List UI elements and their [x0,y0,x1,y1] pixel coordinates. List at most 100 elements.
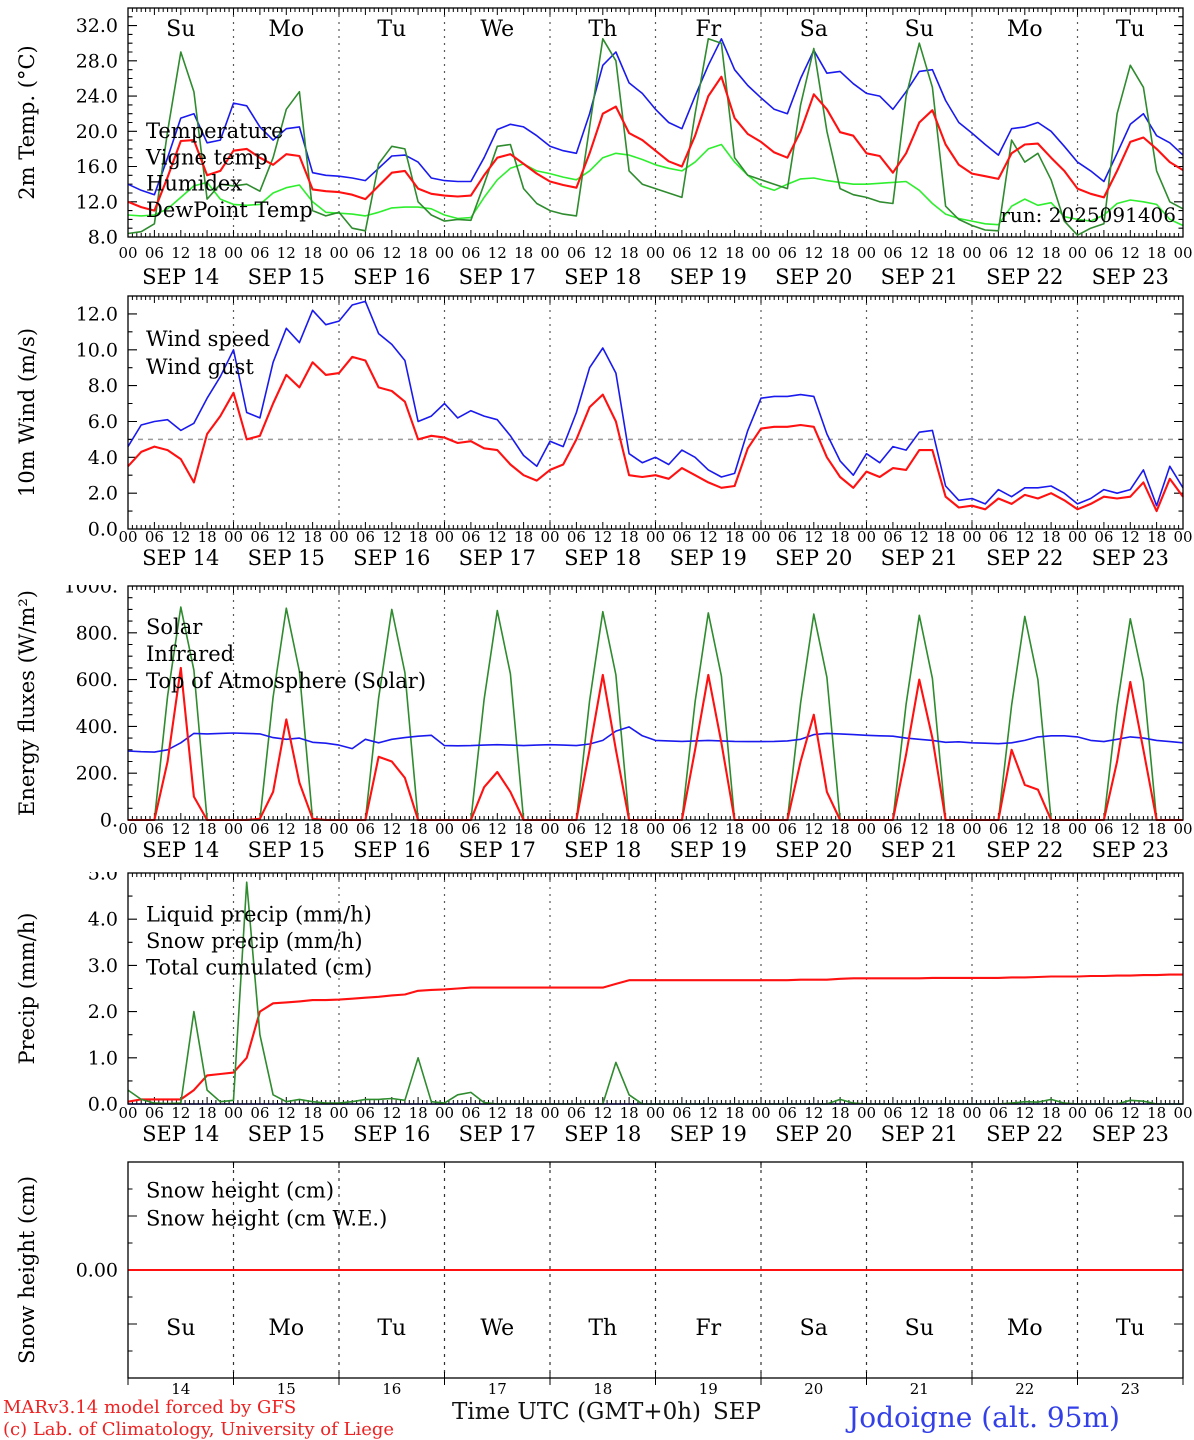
hour-tick-label: 12 [382,1104,401,1122]
legend-temperature: Temperature [146,119,284,143]
hour-tick-label: 18 [198,528,217,546]
hour-tick-label: 06 [145,1104,164,1122]
hour-tick-label: 12 [699,244,718,262]
hour-tick-label: 12 [593,1104,612,1122]
hour-tick-label: 12 [277,528,296,546]
hour-tick-label: 06 [1094,528,1113,546]
hour-tick-label: 00 [962,1104,981,1122]
y-tick-label: 0. [100,810,118,832]
time-axis-month: SEP [713,1399,762,1425]
legend-wind-gust: Wind gust [146,355,254,379]
date-label: SEP 16 [353,838,430,862]
hour-tick-label: 18 [831,528,850,546]
day-number: 15 [277,1380,296,1398]
date-label: SEP 19 [670,1122,747,1146]
date-label: SEP 16 [353,1122,430,1146]
date-label: SEP 14 [142,838,219,862]
legend-snow-height-cm-: Snow height (cm) [146,1179,334,1203]
date-label: SEP 16 [353,546,430,570]
hour-tick-label: 12 [277,244,296,262]
date-label: SEP 17 [459,1122,536,1146]
station-label: Jodoigne (alt. 95m) [848,1401,1120,1434]
time-axis-label: Time UTC (GMT+0h) [452,1399,701,1425]
date-label: SEP 17 [459,546,536,570]
x-axis-title: Time UTC (GMT+0h) SEP [452,1399,761,1425]
credit-line-1: MARv3.14 model forced by GFS [3,1397,297,1418]
y-axis-label: 2m Temp. (°C) [15,45,39,199]
hour-tick-label: 00 [751,820,770,838]
hour-tick-label: 00 [962,528,981,546]
y-tick-label: 28.0 [76,50,118,72]
hour-tick-label: 18 [1147,820,1166,838]
day-number: 19 [699,1380,718,1398]
day-label: Mo [1007,1316,1043,1341]
hour-tick-label: 00 [329,820,348,838]
legend-solar: Solar [146,615,203,639]
hour-tick-label: 06 [461,528,480,546]
day-label: Tu [1116,1316,1145,1341]
hour-tick-label: 06 [567,528,586,546]
hour-tick-label: 06 [672,1104,691,1122]
hour-tick-label: 18 [620,528,639,546]
hour-tick-label: 00 [118,1104,137,1122]
hour-tick-label: 18 [198,820,217,838]
hour-tick-label: 12 [699,1104,718,1122]
legend-dewpoint-temp: DewPoint Temp [146,198,313,222]
energy-flux-panel: 0. 200. 400. 600. 800. 1000. Energy fluxes (W/… [15,585,1193,862]
date-label: SEP 20 [775,1122,852,1146]
date-label: SEP 22 [986,265,1063,289]
date-label: SEP 15 [248,546,325,570]
hour-tick-label: 00 [540,1104,559,1122]
hour-tick-label: 00 [1173,244,1192,262]
y-tick-label: 3.0 [88,955,118,977]
hour-tick-label: 06 [461,244,480,262]
date-label: SEP 17 [459,838,536,862]
hour-tick-label: 18 [936,244,955,262]
hour-tick-label: 00 [1068,528,1087,546]
y-tick-label: 8.0 [88,375,118,397]
hour-tick-label: 00 [224,1104,243,1122]
hour-tick-label: 06 [250,1104,269,1122]
hour-tick-label: 12 [1015,820,1034,838]
hour-tick-label: 00 [857,1104,876,1122]
date-label: SEP 15 [248,265,325,289]
date-label: SEP 23 [1092,838,1169,862]
hour-tick-label: 00 [646,1104,665,1122]
day-label: Su [166,1316,195,1341]
date-label: SEP 18 [564,1122,641,1146]
hour-tick-label: 00 [1173,1104,1192,1122]
hour-tick-label: 00 [751,244,770,262]
hour-tick-label: 12 [593,820,612,838]
hour-tick-label: 12 [804,1104,823,1122]
hour-tick-label: 18 [1147,1104,1166,1122]
legend-infrared: Infrared [146,642,234,666]
date-label: SEP 19 [670,265,747,289]
hour-tick-label: 18 [198,244,217,262]
hour-tick-label: 00 [1173,820,1192,838]
y-tick-label: 0.0 [88,1094,118,1116]
hour-tick-label: 06 [672,244,691,262]
y-tick-label: 400. [76,716,118,738]
y-tick-label: 0.00 [76,1260,118,1282]
day-label: Fr [695,17,721,42]
date-label: SEP 20 [775,838,852,862]
day-number: 23 [1121,1380,1140,1398]
date-label: SEP 15 [248,1122,325,1146]
series-wind-gust [127,300,1184,507]
hour-tick-label: 00 [540,820,559,838]
hour-tick-label: 00 [118,528,137,546]
day-label: Mo [1007,17,1043,42]
y-tick-label: 4.0 [88,447,118,469]
hour-tick-label: 12 [171,244,190,262]
day-label: Sa [800,1316,828,1341]
hour-tick-label: 00 [857,244,876,262]
date-label: SEP 18 [564,838,641,862]
legend-snow-precip-mm-h-: Snow precip (mm/h) [146,929,363,953]
y-tick-label: 16.0 [76,156,118,178]
hour-tick-label: 06 [145,244,164,262]
hour-tick-label: 00 [962,820,981,838]
hour-tick-label: 00 [540,528,559,546]
hour-tick-label: 12 [171,1104,190,1122]
legend-vigne-temp: Vigne temp [145,146,268,170]
hour-tick-label: 00 [224,820,243,838]
